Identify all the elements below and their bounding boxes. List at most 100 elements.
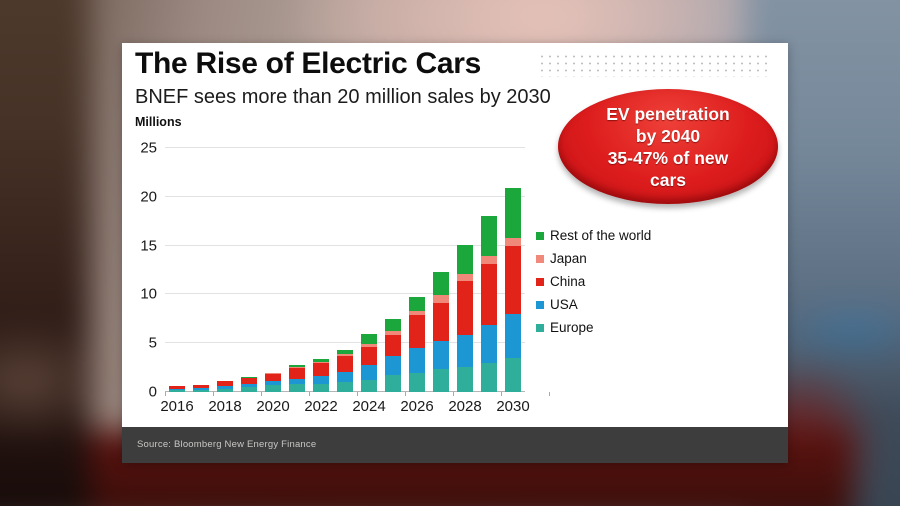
stacked-bar-2030 <box>504 188 522 392</box>
bar-segment-rest-of-the-world <box>384 318 402 332</box>
x-axis-tick-label: 2024 <box>352 398 386 415</box>
legend-label: Japan <box>550 251 587 266</box>
bar-segment-rest-of-the-world <box>480 215 498 257</box>
stacked-bar-2025 <box>384 318 402 392</box>
bar-segment-china <box>504 246 522 315</box>
bar-segment-europe <box>288 384 306 392</box>
x-axis-tick-label: 2016 <box>160 398 194 415</box>
bar-segment-japan <box>384 331 402 336</box>
dot-pattern-decoration <box>538 53 772 77</box>
bar-segment-europe <box>456 366 474 392</box>
x-axis-tick-mark <box>501 392 502 396</box>
bar-segment-usa <box>192 388 210 390</box>
x-axis-tick-mark <box>309 392 310 396</box>
bar-segment-usa <box>240 384 258 388</box>
legend-label: Rest of the world <box>550 228 652 243</box>
bar-segment-japan <box>504 237 522 247</box>
bar-segment-europe <box>504 358 522 392</box>
source-text: Source: Bloomberg New Energy Finance <box>137 439 317 450</box>
bar-segment-europe <box>312 383 330 392</box>
bar-segment-rest-of-the-world <box>432 271 450 296</box>
bar-segment-china <box>336 355 354 373</box>
bar-segment-rest-of-the-world <box>504 188 522 238</box>
bar-segment-usa <box>168 389 186 391</box>
legend-swatch-icon <box>536 323 544 332</box>
bar-segment-usa <box>480 325 498 364</box>
y-axis-tick-label: 25 <box>140 139 157 157</box>
bar-segment-europe <box>240 387 258 392</box>
gridline-y25 <box>165 147 525 148</box>
gridline-y5 <box>165 342 525 344</box>
bar-chart-plot-area: 0 5 10 15 20 25 2016 2018 2020 2022 2024 2026 2028 20… <box>140 140 550 415</box>
bar-segment-china <box>312 363 330 377</box>
y-axis-units-label: Millions <box>135 115 182 129</box>
legend-label: China <box>550 274 586 289</box>
bar-segment-rest-of-the-world <box>288 364 306 368</box>
bar-segment-usa <box>264 381 282 386</box>
y-axis-tick-label: 5 <box>148 334 157 352</box>
x-axis-tick-mark <box>213 392 214 396</box>
bar-segment-rest-of-the-world <box>360 333 378 344</box>
bar-segment-japan <box>408 310 426 316</box>
x-axis-tick-label: 2018 <box>208 398 242 415</box>
legend-item-rest-of-the-world: Rest of the world <box>536 224 651 247</box>
y-axis-tick-label: 10 <box>140 285 157 303</box>
legend-swatch-icon <box>536 277 544 286</box>
legend-item-japan: Japan <box>536 247 651 270</box>
bar-segment-europe <box>408 372 426 392</box>
stacked-bar-2017 <box>192 384 210 392</box>
background-light-streak <box>0 324 122 441</box>
bar-segment-europe <box>336 381 354 392</box>
stacked-bar-2029 <box>480 215 498 392</box>
bar-segment-china <box>456 281 474 335</box>
bar-segment-japan <box>456 273 474 282</box>
bar-segment-china <box>408 315 426 348</box>
bar-segment-japan <box>360 343 378 347</box>
bar-segment-europe <box>216 388 234 392</box>
gridline-y15 <box>165 244 525 246</box>
bar-segment-china <box>288 367 306 379</box>
x-axis-tick-mark <box>405 392 406 396</box>
x-axis-tick-label: 2020 <box>256 398 290 415</box>
bar-segment-usa <box>360 365 378 381</box>
bar-segment-europe <box>432 369 450 392</box>
bar-segment-rest-of-the-world <box>456 244 474 274</box>
x-axis-tick-mark <box>261 392 262 396</box>
bar-segment-rest-of-the-world <box>312 358 330 363</box>
badge-text-line: cars <box>649 169 686 190</box>
x-axis-tick-label: 2022 <box>304 398 338 415</box>
chart-subtitle: BNEF sees more than 20 million sales by … <box>135 86 551 108</box>
x-axis-tick-mark <box>165 392 166 396</box>
bar-segment-usa <box>456 334 474 367</box>
bar-segment-europe <box>360 380 378 392</box>
bar-segment-china <box>168 386 186 390</box>
bar-segment-china <box>480 263 498 326</box>
y-axis-tick-label: 20 <box>140 188 157 206</box>
bar-segment-europe <box>192 389 210 392</box>
bar-segment-china <box>192 384 210 389</box>
badge-text-line: by 2040 <box>635 125 701 146</box>
stacked-bar-2016 <box>168 386 186 392</box>
stacked-bar-2019 <box>240 377 258 392</box>
y-axis-tick-label: 15 <box>140 237 157 255</box>
source-bar: Source: Bloomberg New Energy Finance <box>122 427 788 463</box>
legend-label: USA <box>550 297 578 312</box>
legend-swatch-icon <box>536 300 544 309</box>
bar-segment-usa <box>384 355 402 376</box>
legend-item-usa: USA <box>536 293 651 316</box>
bar-segment-japan <box>312 362 330 364</box>
legend-swatch-icon <box>536 254 544 263</box>
stacked-bar-2027 <box>432 271 450 392</box>
x-axis-tick-mark <box>549 392 550 396</box>
x-axis-tick-mark <box>357 392 358 396</box>
stacked-bar-2022 <box>312 358 330 392</box>
bar-segment-japan <box>432 295 450 303</box>
stacked-bar-2026 <box>408 296 426 392</box>
bar-segment-europe <box>264 385 282 392</box>
bar-segment-europe <box>168 390 186 392</box>
slide-card: The Rise of Electric Cars BNEF sees more… <box>122 43 788 463</box>
ev-penetration-badge: EV penetration by 2040 35-47% of new car… <box>558 89 778 204</box>
bar-segment-china <box>264 373 282 382</box>
bar-segment-china <box>384 335 402 356</box>
